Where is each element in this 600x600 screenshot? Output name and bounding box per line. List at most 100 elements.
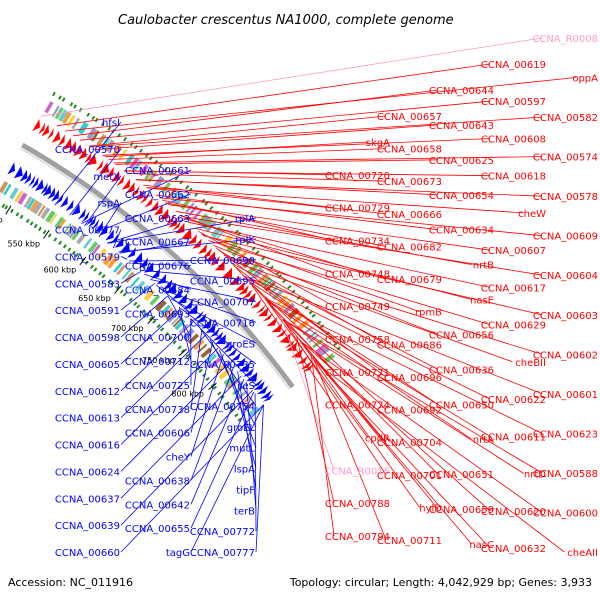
reverse-strand-gene (260, 390, 272, 399)
feature-dash (53, 237, 58, 242)
cog-block-outer (192, 209, 203, 220)
label-leader-line (72, 89, 439, 137)
forward-strand-gene (41, 124, 49, 137)
forward-strand-gene (296, 355, 308, 365)
cog-block-outer (167, 187, 178, 199)
gene-label: CCNA_00774 (325, 401, 390, 412)
feature-dash (172, 340, 177, 345)
feature-dash (19, 214, 24, 220)
label-leader-line (179, 307, 192, 362)
kbp-tick (208, 382, 217, 390)
reverse-strand-gene (19, 169, 28, 182)
gene-label: CCNA_R0015 (324, 466, 390, 477)
label-leader-line (119, 241, 192, 254)
forward-strand-gene (126, 182, 135, 194)
label-leader-line (108, 148, 387, 160)
reverse-strand-gene (226, 347, 238, 357)
map-title: Caulobacter crescentus NA1000, complete … (118, 13, 454, 28)
gene-label: CCNA_00604 (533, 271, 598, 282)
cog-block-outer (138, 164, 149, 177)
gene-label: CCNA_00794 (325, 532, 390, 543)
feature-dash (217, 391, 222, 396)
feature-dash (107, 279, 112, 284)
gene-label: CCNA_00620 (481, 507, 546, 518)
reverse-strand-gene (94, 221, 104, 233)
gene-label: CCNA_00707 (190, 298, 255, 309)
reverse-strand-gene (47, 187, 56, 200)
gene-label: CCNA_00639 (55, 521, 120, 532)
cog-block-inner (76, 232, 87, 245)
cog-block-inner (83, 237, 93, 249)
cog-block-outer (170, 190, 180, 201)
gene-label: hylD (419, 503, 442, 514)
cog-block-outer (197, 213, 208, 225)
reverse-strand-gene (150, 268, 161, 279)
forward-strand-gene (302, 363, 314, 372)
gene-label: nasE (470, 296, 494, 307)
gene-label: mutL (229, 444, 255, 455)
gene-label: CCNA_00735 (190, 360, 255, 371)
feature-dash (152, 319, 157, 324)
gene-label: CCNA_00618 (481, 172, 546, 183)
forward-strand-gene (144, 196, 154, 208)
label-leader-line (194, 227, 472, 300)
feature-dash (67, 247, 72, 252)
label-leader-line (190, 354, 224, 457)
cog-block-inner (3, 183, 12, 196)
label-leader-line (65, 77, 576, 132)
gene-label: CCNA_00660 (55, 548, 120, 559)
forward-strand-gene (78, 147, 87, 160)
reverse-strand-gene (91, 218, 100, 230)
label-leader-line (246, 382, 257, 511)
reverse-strand-gene (13, 166, 23, 179)
feature-dash (220, 215, 225, 221)
feature-dash (33, 223, 38, 229)
feature-dash (122, 137, 127, 142)
label-leader-line (190, 342, 214, 433)
label-leader-line (190, 366, 235, 481)
gene-label: CCNA_00696 (377, 373, 442, 384)
label-leader-line (180, 308, 257, 365)
label-leader-line (312, 357, 387, 541)
cog-block-outer (226, 240, 239, 254)
reverse-strand-gene (196, 313, 207, 323)
cog-block-inner (240, 396, 252, 406)
label-leader-line (198, 230, 335, 307)
label-leader-line (120, 347, 219, 445)
gene-label: CCNA_00591 (55, 306, 120, 317)
gene-label: CCNA_00651 (429, 470, 494, 481)
feature-dash (333, 342, 338, 347)
reverse-strand-gene (256, 385, 268, 395)
reverse-strand-gene (60, 195, 68, 208)
cog-block-inner (162, 307, 174, 318)
feature-dash (86, 112, 91, 117)
forward-strand-gene (222, 267, 232, 278)
feature-dash (234, 413, 239, 418)
forward-strand-gene (245, 292, 256, 303)
kbp-tick-label: 700 kbp (111, 324, 144, 333)
label-leader-line (300, 341, 543, 513)
label-leader-line (165, 202, 387, 247)
kbp-tick-label: 550 kbp (7, 240, 40, 249)
reverse-strand-gene (144, 262, 154, 273)
feature-dash (180, 349, 186, 354)
cog-block-outer (283, 302, 295, 314)
gene-label: skgA (366, 138, 390, 149)
gene-label: CCNA_00603 (533, 311, 598, 322)
label-leader-line (296, 336, 335, 504)
gene-label: CCNA_00644 (429, 86, 494, 97)
feature-dash (136, 304, 141, 309)
genome-backbone (21, 142, 295, 389)
forward-strand-gene (271, 323, 283, 333)
gene-label: CCNA_00601 (533, 390, 598, 401)
label-leader-line (200, 328, 257, 407)
gene-label: CCNA_00570 (55, 145, 120, 156)
gene-label: CCNA_00690 (190, 256, 255, 267)
label-leader-line (282, 319, 524, 474)
cog-block-outer (77, 121, 89, 135)
cog-block-inner (247, 406, 260, 417)
forward-strand-gene (99, 162, 110, 174)
gene-label: CCNA_00624 (55, 467, 120, 478)
reverse-strand-gene (251, 378, 263, 388)
